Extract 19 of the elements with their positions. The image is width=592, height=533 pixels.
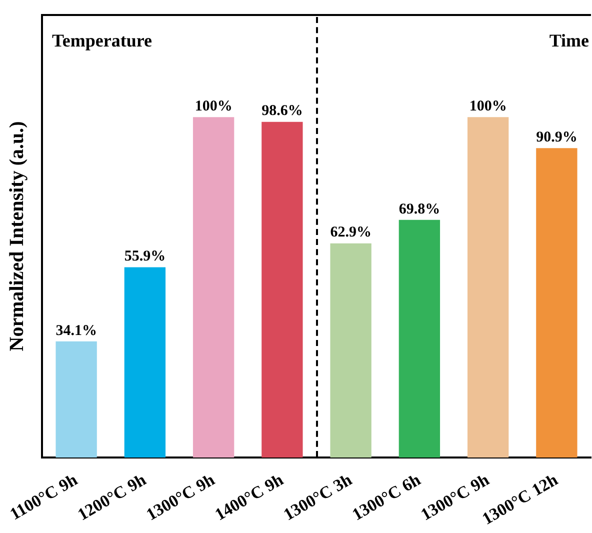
bar [330, 243, 372, 458]
annotation: Temperature [52, 30, 152, 51]
data-label: 34.1% [56, 322, 97, 339]
data-label: 100% [194, 98, 232, 114]
y-axis-title: Normalized Intensity (a.u.) [6, 121, 28, 352]
data-label: 100% [469, 98, 507, 114]
bar [124, 267, 166, 458]
data-label: 90.9% [536, 129, 578, 146]
data-label: 69.8% [398, 201, 440, 218]
bar [56, 341, 97, 458]
bar [467, 117, 509, 458]
bar [536, 148, 578, 458]
bar [398, 220, 440, 458]
data-label: 55.9% [124, 248, 166, 265]
data-label: 62.9% [330, 224, 372, 241]
bar [192, 117, 234, 458]
data-label: 98.6% [262, 103, 303, 120]
bar [262, 122, 303, 458]
annotation: Time [549, 30, 590, 51]
